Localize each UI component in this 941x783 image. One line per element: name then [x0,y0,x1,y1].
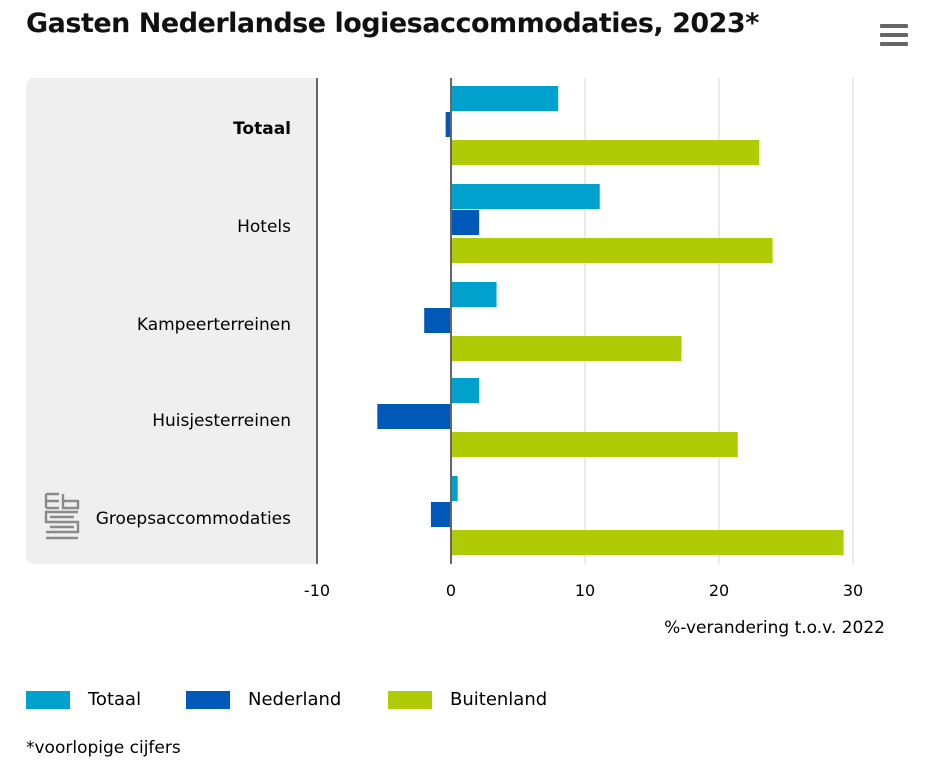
x-tick-label: 10 [575,581,595,600]
bar-nederland-huisjesterreinen[interactable] [377,404,451,429]
chart-title: Gasten Nederlandse logiesaccommodaties, … [26,8,759,39]
category-label: Huisjesterreinen [152,411,291,431]
bar-buitenland-kampeerterreinen[interactable] [451,336,682,361]
x-axis-label: %-verandering t.o.v. 2022 [664,618,885,638]
x-tick-label: 30 [843,581,863,600]
legend-label-totaal: Totaal [88,689,142,710]
bar-totaal-groepsaccommodaties[interactable] [451,476,458,501]
cbs-logo [44,492,80,540]
legend-label-nederland: Nederland [248,689,342,710]
legend-swatch-nederland [186,691,230,709]
bar-buitenland-huisjesterreinen[interactable] [451,432,738,457]
bar-buitenland-groepsaccommodaties[interactable] [451,530,844,555]
bar-nederland-groepsaccommodaties[interactable] [430,502,451,527]
bar-nederland-kampeerterreinen[interactable] [424,308,451,333]
bar-buitenland-hotels[interactable] [451,238,773,263]
category-label: Kampeerterreinen [137,315,291,335]
bar-totaal-totaal[interactable] [451,86,559,111]
bar-totaal-hotels[interactable] [451,184,600,209]
category-label: Hotels [237,217,291,237]
bar-chart: Totaal Hotels Kampeerterreinen Huisjesterre… [26,78,885,638]
legend-swatch-totaal [26,691,70,709]
bar-nederland-hotels[interactable] [451,210,480,235]
bar-buitenland-totaal[interactable] [451,140,760,165]
category-label: Groepsaccommodaties [96,509,291,529]
legend-label-buitenland: Buitenland [450,689,548,710]
bar-totaal-kampeerterreinen[interactable] [451,282,497,307]
hamburger-menu-icon[interactable] [876,22,910,50]
footnote: *voorlopige cijfers [26,738,181,758]
bar-nederland-totaal[interactable] [445,112,451,137]
x-tick-label: 20 [709,581,729,600]
x-tick-label: 0 [446,581,456,600]
legend-swatch-buitenland [388,691,432,709]
category-label: Totaal [233,119,291,139]
bar-totaal-huisjesterreinen[interactable] [451,378,480,403]
x-tick-label: -10 [304,581,330,600]
